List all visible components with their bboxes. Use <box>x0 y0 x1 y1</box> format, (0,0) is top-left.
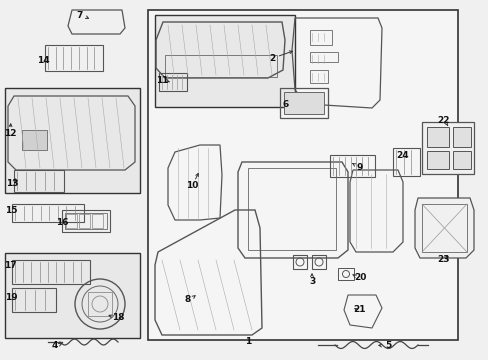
Text: 21: 21 <box>353 306 366 315</box>
Text: 16: 16 <box>56 217 68 226</box>
Text: 18: 18 <box>112 314 124 323</box>
Text: 3: 3 <box>308 278 314 287</box>
Text: 4: 4 <box>52 342 58 351</box>
Bar <box>14 170 64 192</box>
Text: 1: 1 <box>244 338 251 346</box>
Text: 5: 5 <box>384 342 390 351</box>
Bar <box>79 214 90 228</box>
Bar <box>92 214 103 228</box>
Bar <box>159 73 186 91</box>
Bar <box>88 292 112 316</box>
Text: 15: 15 <box>5 206 17 215</box>
Bar <box>155 15 294 107</box>
Bar <box>66 214 77 228</box>
Bar <box>309 52 337 62</box>
Text: 20: 20 <box>353 274 366 283</box>
Bar <box>426 127 448 147</box>
Bar <box>22 130 47 150</box>
Text: 19: 19 <box>5 293 17 302</box>
Bar <box>45 45 103 71</box>
Bar <box>65 213 107 229</box>
Text: 13: 13 <box>6 179 18 188</box>
Bar <box>452 127 470 147</box>
Bar <box>62 210 110 232</box>
Bar <box>309 30 331 45</box>
Text: 9: 9 <box>356 162 363 171</box>
Text: 24: 24 <box>396 150 408 159</box>
Bar <box>426 151 448 169</box>
Text: 12: 12 <box>4 129 16 138</box>
Bar <box>329 155 374 177</box>
Bar <box>280 88 327 118</box>
Text: 7: 7 <box>77 10 83 19</box>
Bar <box>392 148 419 176</box>
Text: 11: 11 <box>156 76 168 85</box>
Bar <box>311 255 325 269</box>
Text: 22: 22 <box>436 116 448 125</box>
Bar <box>421 122 473 174</box>
Bar <box>337 268 353 280</box>
Bar <box>5 253 140 338</box>
Bar <box>164 55 276 77</box>
Text: 2: 2 <box>268 54 275 63</box>
Bar <box>12 288 56 312</box>
Bar <box>284 92 324 114</box>
Text: 10: 10 <box>185 180 198 189</box>
Text: 8: 8 <box>184 296 191 305</box>
Text: 17: 17 <box>4 261 16 270</box>
Bar <box>12 204 84 222</box>
Bar <box>309 70 327 83</box>
Bar <box>421 204 466 252</box>
Text: 14: 14 <box>37 55 49 64</box>
Bar <box>5 88 140 193</box>
Bar <box>12 260 90 284</box>
Bar <box>292 255 306 269</box>
Bar <box>247 168 335 250</box>
Text: 6: 6 <box>282 99 288 108</box>
Text: 23: 23 <box>436 256 448 265</box>
Polygon shape <box>414 198 473 258</box>
Bar <box>148 10 457 340</box>
Bar <box>452 151 470 169</box>
